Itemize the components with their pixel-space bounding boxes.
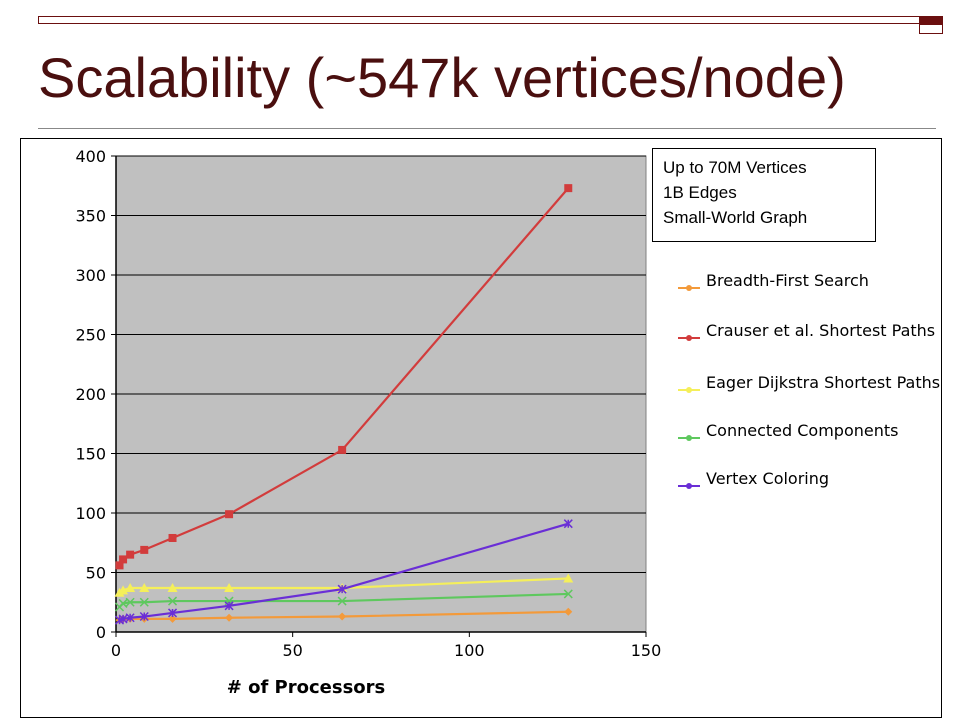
x-axis-label: # of Processors [227,677,386,698]
data-point-crauser-et-al-shortest-paths [168,533,177,542]
data-point-connected-components [139,597,149,607]
legend-swatch-eager-dijkstra-shortest-paths [678,379,700,393]
legend-label-breadth-first-search: Breadth-First Search [706,271,869,290]
data-point-breadth-first-search [564,607,573,616]
y-tick-label: 0 [96,623,106,642]
data-point-connected-components [337,596,347,606]
data-point-eager-dijkstra-shortest-paths [224,582,235,592]
data-point-connected-components [125,597,135,607]
header-bar-block [919,16,943,24]
data-point-vertex-coloring [224,601,234,611]
legend-label-vertex-coloring: Vertex Coloring [706,469,830,488]
legend-label-crauser-et-al-shortest-paths: Crauser et al. Shortest Paths [706,321,936,340]
data-point-vertex-coloring [168,608,178,618]
x-tick-label: 0 [111,641,121,660]
y-tick-label: 150 [75,445,106,464]
data-point-vertex-coloring [139,611,149,622]
header-bar-block-outline [919,24,943,34]
info-line-graph: Small-World Graph [663,208,808,227]
header-bar-decoration [38,16,919,24]
data-point-crauser-et-al-shortest-paths [126,550,135,559]
data-point-eager-dijkstra-shortest-paths [139,582,150,592]
legend-swatch-breadth-first-search [678,277,700,291]
data-point-eager-dijkstra-shortest-paths [125,582,136,592]
data-point-breadth-first-search [168,614,177,623]
y-tick-label: 350 [75,207,106,226]
info-line-vertices: Up to 70M Vertices [663,158,807,177]
x-tick-label: 150 [631,641,662,660]
y-tick-label: 300 [75,266,106,285]
data-point-crauser-et-al-shortest-paths [119,555,128,564]
data-point-vertex-coloring [337,584,347,594]
line-chart: 0 50 100 150 200 250 300 350 400 0 50 100 150 # of Pr… [75,147,662,698]
data-point-vertex-coloring [125,613,135,623]
data-point-eager-dijkstra-shortest-paths [563,573,574,583]
info-line-edges: 1B Edges [663,183,737,202]
legend-swatch-connected-components [678,427,700,441]
data-point-eager-dijkstra-shortest-paths [167,582,178,592]
data-point-connected-components [563,589,573,599]
y-tick-label: 200 [75,385,106,404]
data-point-vertex-coloring [563,519,573,529]
data-point-breadth-first-search [225,613,234,622]
data-point-eager-dijkstra-shortest-paths [118,585,129,595]
info-box: Up to 70M Vertices 1B Edges Small-World … [652,148,876,242]
x-tick-label: 100 [454,641,485,660]
data-point-crauser-et-al-shortest-paths [115,561,124,570]
y-tick-label: 250 [75,326,106,345]
data-point-crauser-et-al-shortest-paths [338,445,347,454]
data-point-breadth-first-search [338,612,347,621]
data-point-vertex-coloring [118,614,128,624]
legend-label-connected-components: Connected Components [706,421,899,440]
legend-label-eager-dijkstra-shortest-paths: Eager Dijkstra Shortest Paths [706,373,941,392]
x-tick-label: 50 [282,641,302,660]
data-point-connected-components [168,596,178,606]
y-tick-label: 50 [86,564,106,583]
y-tick-label: 400 [75,147,106,166]
title-divider [38,128,936,129]
y-tick-label: 100 [75,504,106,523]
slide-title: Scalability (~547k vertices/node) [38,46,846,109]
data-point-crauser-et-al-shortest-paths [564,184,573,193]
data-point-crauser-et-al-shortest-paths [225,510,234,519]
data-point-connected-components [118,598,128,608]
data-point-crauser-et-al-shortest-paths [140,545,149,554]
legend-swatch-crauser-et-al-shortest-paths [678,327,700,341]
legend-swatch-vertex-coloring [678,475,700,489]
